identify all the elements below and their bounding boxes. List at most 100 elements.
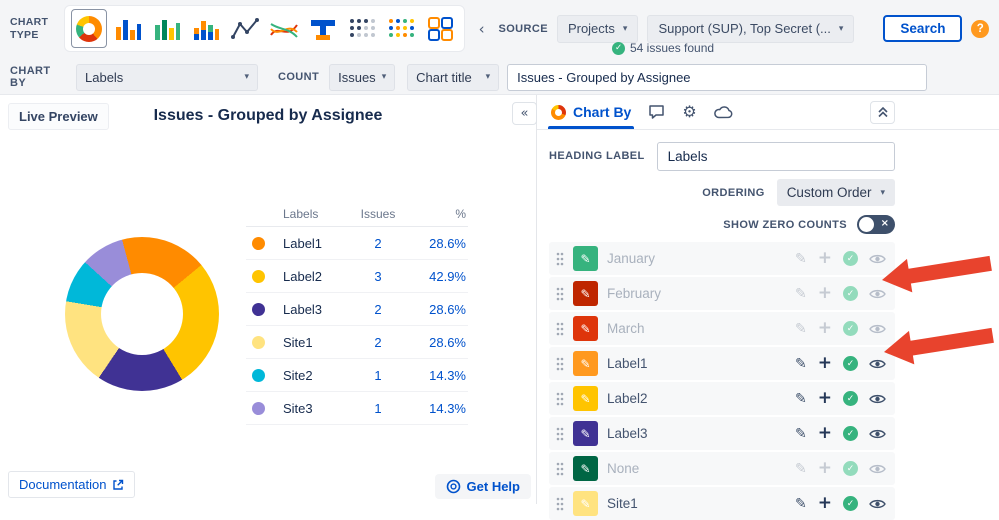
edit-pencil-icon[interactable]: ✎ <box>795 355 807 372</box>
legend-col-labels: Labels <box>283 206 319 221</box>
source-filter-dropdown[interactable]: Support (SUP), Top Secret (... ▾ <box>647 14 855 43</box>
chart-title-input[interactable] <box>507 63 928 91</box>
edit-pencil-icon[interactable]: ✎ <box>795 250 807 267</box>
config-tabs: Chart By ⚙ <box>537 95 999 130</box>
edit-pencil-icon[interactable]: ✎ <box>795 285 807 302</box>
show-zero-counts-row: SHOW ZERO COUNTS × <box>549 215 895 234</box>
get-help-button[interactable]: Get Help <box>434 474 531 499</box>
add-icon[interactable]: + <box>817 388 832 408</box>
heading-label: HEADING LABEL <box>549 150 645 162</box>
edit-pencil-icon[interactable]: ✎ <box>795 320 807 337</box>
color-swatch[interactable]: ✎ <box>573 456 598 481</box>
chart-heading: Issues - Grouped by Assignee <box>153 107 383 124</box>
help-question-icon[interactable]: ? <box>971 19 989 38</box>
dot-matrix-chart-type-icon[interactable] <box>344 9 380 48</box>
visibility-eye-icon[interactable] <box>869 463 886 475</box>
drag-handle-icon[interactable] <box>556 427 564 441</box>
line-chart-type-icon[interactable] <box>227 9 263 48</box>
bar-chart-type-icon[interactable] <box>110 9 146 48</box>
chevron-down-icon: ▾ <box>622 23 628 34</box>
legend-col-issues: Issues <box>360 206 396 221</box>
add-icon[interactable]: + <box>817 423 832 443</box>
show-zero-counts-label: SHOW ZERO COUNTS <box>723 218 847 231</box>
tab-cloud-sync[interactable] <box>713 105 734 119</box>
color-swatch[interactable]: ✎ <box>573 246 598 271</box>
visibility-eye-icon[interactable] <box>869 323 886 335</box>
heading-label-input[interactable] <box>656 141 895 171</box>
documentation-link[interactable]: Documentation <box>8 471 136 498</box>
color-swatch[interactable]: ✎ <box>573 386 598 411</box>
segment-row: ✎ None ✎ + ✓ <box>549 452 895 485</box>
chart-by-value: Labels <box>85 69 124 85</box>
collapse-panel-button[interactable]: « <box>512 102 537 125</box>
included-check-icon[interactable]: ✓ <box>843 321 858 336</box>
tab-settings[interactable]: ⚙ <box>682 104 696 120</box>
legend-row: Label2 3 42.9% <box>246 260 468 293</box>
documentation-label: Documentation <box>19 477 107 492</box>
chart-by-select[interactable]: Labels ▾ <box>76 63 258 91</box>
chart-title-select[interactable]: Chart title ▾ <box>407 63 500 91</box>
chart-by-label: CHART BY <box>10 65 51 89</box>
included-check-icon[interactable]: ✓ <box>843 391 858 406</box>
included-check-icon[interactable]: ✓ <box>843 356 858 371</box>
header-row-1: CHART TYPE <box>0 0 999 57</box>
segment-label: Label2 <box>607 391 648 406</box>
drag-handle-icon[interactable] <box>556 357 564 371</box>
drag-handle-icon[interactable] <box>556 252 564 266</box>
ordering-row: ORDERING Custom Order ▾ <box>549 179 895 206</box>
color-swatch[interactable]: ✎ <box>573 316 598 341</box>
tab-chart-by[interactable]: Chart By <box>547 95 635 129</box>
donut-chart-type-icon[interactable] <box>70 9 107 48</box>
edit-pencil-icon[interactable]: ✎ <box>795 460 807 477</box>
multi-line-chart-type-icon[interactable] <box>266 9 302 48</box>
color-swatch[interactable]: ✎ <box>573 281 598 306</box>
multi-line-chart-icon <box>270 22 298 38</box>
visibility-eye-icon[interactable] <box>869 358 886 370</box>
funnel-chart-type-icon[interactable] <box>305 9 341 48</box>
visibility-eye-icon[interactable] <box>869 428 886 440</box>
get-help-label: Get Help <box>466 479 520 494</box>
issues-found-status: ✓ 54 issues found <box>612 41 714 55</box>
included-check-icon[interactable]: ✓ <box>843 461 858 476</box>
chart-type-scroll-left-button[interactable]: ‹ <box>478 19 485 38</box>
count-select[interactable]: Issues ▾ <box>329 63 396 91</box>
get-help-icon <box>446 479 460 494</box>
add-icon[interactable]: + <box>817 248 832 268</box>
drag-handle-icon[interactable] <box>556 322 564 336</box>
grouped-bar-chart-type-icon[interactable] <box>149 9 185 48</box>
included-check-icon[interactable]: ✓ <box>843 426 858 441</box>
legend-color-dot <box>252 236 265 250</box>
edit-pencil-icon[interactable]: ✎ <box>795 390 807 407</box>
show-zero-counts-toggle[interactable]: × <box>857 215 895 234</box>
included-check-icon[interactable]: ✓ <box>843 286 858 301</box>
dot-grid-chart-type-icon[interactable] <box>383 9 419 48</box>
add-icon[interactable]: + <box>817 318 832 338</box>
chevron-down-icon: ▾ <box>381 72 387 82</box>
collapse-section-button[interactable] <box>870 100 895 124</box>
included-check-icon[interactable]: ✓ <box>843 251 858 266</box>
donut-chart[interactable] <box>65 237 219 391</box>
color-swatch[interactable]: ✎ <box>573 351 598 376</box>
add-icon[interactable]: + <box>817 283 832 303</box>
visibility-eye-icon[interactable] <box>869 393 886 405</box>
color-swatch[interactable]: ✎ <box>573 421 598 446</box>
chart-title-dropdown-value: Chart title <box>416 69 472 85</box>
legend-color-dot <box>252 368 265 382</box>
visibility-eye-icon[interactable] <box>869 288 886 300</box>
visibility-eye-icon[interactable] <box>869 253 886 265</box>
projects-dropdown[interactable]: Projects ▾ <box>556 14 639 43</box>
edit-pencil-icon[interactable]: ✎ <box>795 425 807 442</box>
add-icon[interactable]: + <box>817 458 832 478</box>
tile-chart-type-icon[interactable] <box>422 9 458 48</box>
add-icon[interactable]: + <box>817 353 832 373</box>
tab-comments[interactable] <box>648 104 665 120</box>
segment-label: March <box>607 321 645 336</box>
search-button[interactable]: Search <box>883 15 963 42</box>
drag-handle-icon[interactable] <box>556 287 564 301</box>
ordering-select[interactable]: Custom Order ▾ <box>776 179 895 206</box>
drag-handle-icon[interactable] <box>556 462 564 476</box>
drag-handle-icon[interactable] <box>556 392 564 406</box>
stacked-bar-chart-type-icon[interactable] <box>188 9 224 48</box>
chart-by-tab-icon <box>551 104 566 120</box>
segment-row: ✎ January ✎ + ✓ <box>549 242 895 275</box>
